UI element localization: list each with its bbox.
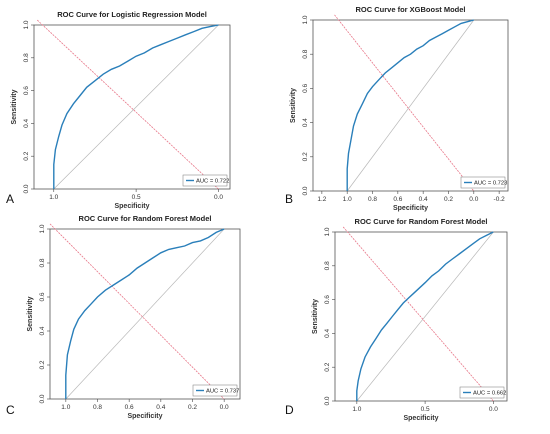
plot-frame — [49, 228, 241, 400]
y-axis-label: Sensitivity — [27, 296, 34, 331]
reference-line — [346, 19, 475, 192]
panel-letter: D — [285, 403, 294, 417]
y-tick-label: 0.2 — [23, 151, 30, 160]
roc-panel-c: ROC Curve for Random Forest Model 1.0 0.8 0… — [6, 214, 241, 420]
chart-title: ROC Curve for Random Forest Model — [355, 217, 488, 226]
y-tick-label: 0.2 — [324, 362, 331, 371]
roc-curve — [65, 228, 225, 399]
chart-title: ROC Curve for XGBoost Model — [355, 5, 465, 14]
y-tick-label: 0.8 — [23, 53, 30, 62]
legend: AUC = 0.662 — [459, 386, 506, 399]
y-tick-label: 0.4 — [23, 119, 30, 128]
x-tick-label: 1.2 — [317, 196, 326, 203]
y-tick-label: 1.0 — [302, 15, 309, 24]
diagonal-line — [37, 19, 219, 190]
x-tick-label: 0.2 — [188, 404, 197, 411]
roc-curve — [53, 24, 219, 189]
roc-panel-d: ROC Curve for Random Forest Model 1.0 0.5 0… — [285, 217, 508, 422]
x-tick-label: -0.2 — [494, 196, 506, 203]
x-tick-label: 0.0 — [469, 196, 478, 203]
x-tick-label: 1.0 — [61, 404, 70, 411]
x-tick-label: 0.5 — [132, 194, 141, 201]
x-axis-label: Specificity — [127, 413, 162, 420]
x-tick-label: 0.6 — [393, 196, 402, 203]
y-tick-label: 0.6 — [324, 295, 331, 304]
x-tick-label: 0.8 — [93, 404, 102, 411]
y-tick-label: 1.0 — [23, 20, 30, 29]
x-tick-label: 0.0 — [489, 406, 498, 413]
y-tick-label: 0.4 — [324, 329, 331, 338]
y-tick-label: 0.2 — [39, 360, 46, 369]
legend-box — [459, 386, 505, 399]
roc-curve — [356, 231, 494, 401]
y-tick-label: 0.0 — [324, 396, 331, 405]
x-tick-label: 1.0 — [49, 194, 58, 201]
y-tick-label: 0.4 — [302, 118, 309, 127]
y-tick-label: 1.0 — [39, 224, 46, 233]
chart-title: ROC Curve for Random Forest Model — [79, 214, 212, 223]
diagonal-line — [49, 223, 225, 400]
roc-panel-b: ROC Curve for XGBoost Model 1.2 1.0 0.8 0.6 0… — [285, 5, 509, 212]
x-axis-label: Specificity — [114, 203, 149, 210]
y-tick-label: 0.8 — [39, 258, 46, 267]
legend-label: AUC = 0.723 — [474, 181, 507, 187]
x-tick-label: 0.0 — [220, 404, 229, 411]
legend-label: AUC = 0.737 — [206, 389, 239, 395]
x-tick-label: 0.5 — [421, 406, 430, 413]
y-tick-label: 0.6 — [302, 84, 309, 93]
x-tick-label: 0.2 — [444, 196, 453, 203]
y-tick-label: 0.4 — [39, 326, 46, 335]
y-axis-label: Sensitivity — [290, 88, 297, 123]
y-tick-label: 0.8 — [302, 49, 309, 58]
y-tick-label: 0.0 — [302, 186, 309, 195]
y-tick-label: 0.6 — [39, 292, 46, 301]
y-tick-label: 0.6 — [23, 86, 30, 95]
roc-panel-a: ROC Curve for Logistic Regression Model 1… — [6, 10, 231, 210]
y-axis-label: Sensitivity — [312, 299, 319, 334]
y-axis-label: Sensitivity — [11, 89, 18, 124]
legend-label: AUC = 0.722 — [196, 179, 229, 185]
y-tick-label: 0.0 — [39, 394, 46, 403]
reference-line — [356, 231, 494, 402]
x-axis-label: Specificity — [403, 415, 438, 422]
legend-label: AUC = 0.662 — [473, 391, 506, 397]
legend: AUC = 0.723 — [460, 176, 507, 189]
y-tick-label: 1.0 — [324, 227, 331, 236]
plot-frame — [33, 24, 231, 190]
legend-box — [192, 384, 238, 397]
x-tick-label: 1.0 — [352, 406, 361, 413]
x-tick-label: 0.4 — [156, 404, 165, 411]
legend: AUC = 0.722 — [182, 174, 229, 187]
legend-box — [182, 174, 228, 187]
diagonal-line — [334, 14, 475, 192]
plot-frame — [312, 19, 509, 192]
diagonal-line — [342, 226, 494, 402]
reference-line — [53, 24, 219, 190]
panel-letter: B — [285, 192, 293, 206]
chart-title: ROC Curve for Logistic Regression Model — [57, 10, 207, 19]
y-tick-label: 0.2 — [302, 152, 309, 161]
x-tick-label: 0.6 — [125, 404, 134, 411]
x-tick-label: 0.4 — [419, 196, 428, 203]
panel-letter: C — [6, 403, 15, 417]
x-tick-label: 0.0 — [214, 194, 223, 201]
x-tick-label: 1.0 — [343, 196, 352, 203]
panel-letter: A — [6, 192, 14, 206]
legend: AUC = 0.737 — [192, 384, 239, 397]
reference-line — [65, 228, 225, 400]
x-axis-label: Specificity — [393, 205, 428, 212]
x-tick-label: 0.8 — [368, 196, 377, 203]
legend-box — [460, 176, 506, 189]
y-tick-label: 0.0 — [23, 184, 30, 193]
roc-curve — [346, 19, 474, 191]
y-tick-label: 0.8 — [324, 261, 331, 270]
plot-frame — [334, 231, 508, 402]
